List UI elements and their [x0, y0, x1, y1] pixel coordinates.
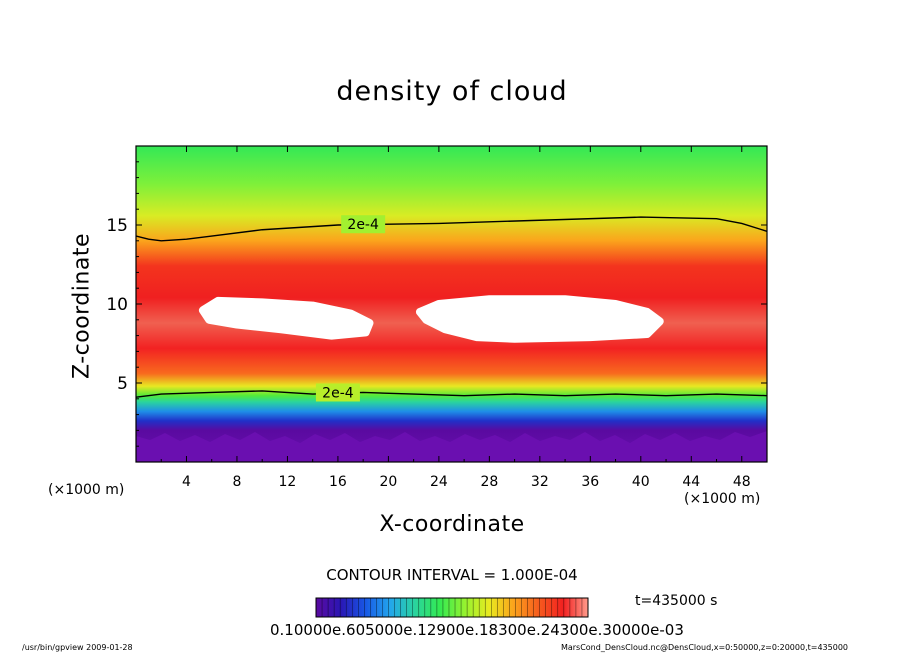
noisy-bottom-band — [136, 431, 767, 462]
colorbar-labels: 0.10000e.605000e.12900e.18300e.24300e.30… — [270, 621, 684, 639]
x-tick-label-16: 16 — [329, 474, 347, 490]
contour-label-1: 2e-4 — [347, 217, 379, 233]
x-tick-label-4: 4 — [182, 474, 191, 490]
x-tick-label-32: 32 — [531, 474, 549, 490]
x-tick-label-36: 36 — [581, 474, 599, 490]
colorbar-frame — [315, 597, 589, 618]
y-tick-label-15: 15 — [106, 216, 128, 236]
empty-region-2 — [415, 295, 664, 343]
x-tick-label-40: 40 — [632, 474, 650, 490]
x-tick-label-20: 20 — [379, 474, 397, 490]
chart-title: density of cloud — [336, 76, 568, 107]
x-tick-label-12: 12 — [279, 474, 297, 490]
x-axis-unit-right: (×1000 m) — [684, 491, 761, 507]
contour-label-bg-1 — [341, 215, 386, 234]
y-tick-label-10: 10 — [106, 295, 128, 315]
x-tick-label-48: 48 — [733, 474, 751, 490]
contour-line-1 — [136, 216, 767, 242]
colorbar-strip — [316, 598, 588, 617]
footer-left: /usr/bin/gpview 2009-01-28 — [22, 643, 133, 652]
empty-region-1 — [198, 296, 374, 340]
x-tick-label-44: 44 — [682, 474, 700, 490]
contour-line-2 — [136, 390, 767, 398]
y-axis-label: Z-coordinate — [69, 233, 95, 379]
x-tick-label-8: 8 — [232, 474, 241, 490]
x-axis-label: X-coordinate — [379, 512, 525, 537]
contour-interval-label: CONTOUR INTERVAL = 1.000E-04 — [326, 566, 578, 584]
y-tick-label-5: 5 — [117, 374, 128, 394]
contour-label-2: 2e-4 — [322, 385, 354, 401]
contour-label-bg-2 — [315, 383, 360, 402]
footer-right: MarsCond_DensCloud.nc@DensCloud,x=0:5000… — [560, 643, 848, 652]
x-axis-unit-left: (×1000 m) — [48, 482, 125, 498]
time-label: t=435000 s — [635, 593, 718, 609]
x-tick-label-28: 28 — [480, 474, 498, 490]
x-tick-label-24: 24 — [430, 474, 448, 490]
